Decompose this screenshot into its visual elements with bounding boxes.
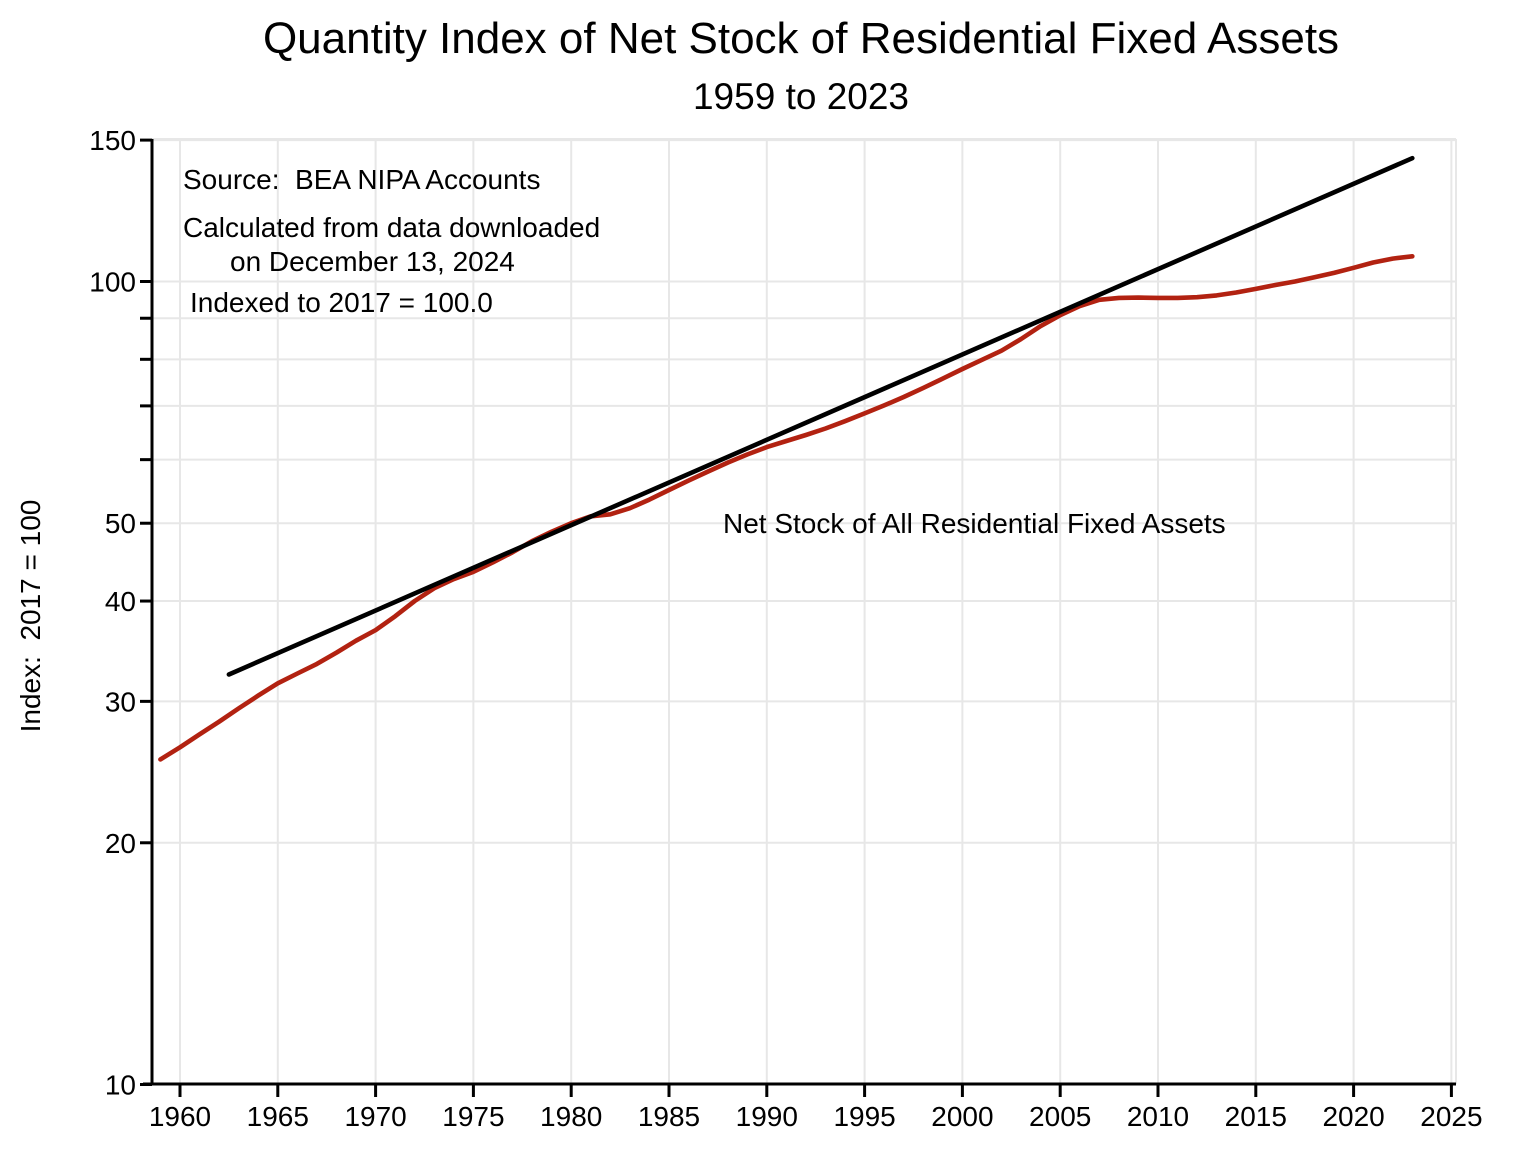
y-axis-title: Index: 2017 = 100 bbox=[15, 499, 46, 733]
x-tick-label: 2000 bbox=[931, 1101, 993, 1132]
annotation-source: Source: BEA NIPA Accounts bbox=[183, 164, 541, 195]
x-tick-label: 1985 bbox=[638, 1101, 700, 1132]
trend-line-path bbox=[226, 155, 1415, 677]
x-tick-label: 1980 bbox=[540, 1101, 602, 1132]
net-stock-of-all-residential-fixed-assets-path bbox=[158, 254, 1415, 762]
series-label-net-stock: Net Stock of All Residential Fixed Asset… bbox=[723, 508, 1226, 539]
y-tick-label: 100 bbox=[89, 267, 136, 298]
annotation-indexed: Indexed to 2017 = 100.0 bbox=[190, 287, 493, 318]
chart-title: Quantity Index of Net Stock of Residenti… bbox=[262, 14, 1340, 63]
y-tick-label: 50 bbox=[105, 508, 136, 539]
y-tick-label: 30 bbox=[105, 686, 136, 717]
x-tick-label: 2025 bbox=[1420, 1101, 1482, 1132]
y-tick-label: 150 bbox=[89, 125, 136, 156]
x-tick-label: 1970 bbox=[344, 1101, 406, 1132]
x-tick-label: 1965 bbox=[247, 1101, 309, 1132]
annotation-calculated-line1: Calculated from data downloaded bbox=[183, 212, 601, 243]
y-tick-label: 10 bbox=[105, 1070, 136, 1101]
x-tick-label: 2015 bbox=[1225, 1101, 1287, 1132]
chart-subtitle: 1959 to 2023 bbox=[692, 76, 910, 117]
x-tick-label: 2010 bbox=[1127, 1101, 1189, 1132]
y-tick-label: 40 bbox=[105, 586, 136, 617]
annotation-calculated-line2: on December 13, 2024 bbox=[230, 246, 515, 277]
x-tick-label: 2005 bbox=[1029, 1101, 1091, 1132]
x-tick-label: 1995 bbox=[833, 1101, 895, 1132]
x-tick-label: 1975 bbox=[442, 1101, 504, 1132]
x-tick-label: 2020 bbox=[1322, 1101, 1384, 1132]
x-tick-label: 1990 bbox=[736, 1101, 798, 1132]
y-tick-label: 20 bbox=[105, 828, 136, 859]
x-tick-label: 1960 bbox=[149, 1101, 211, 1132]
